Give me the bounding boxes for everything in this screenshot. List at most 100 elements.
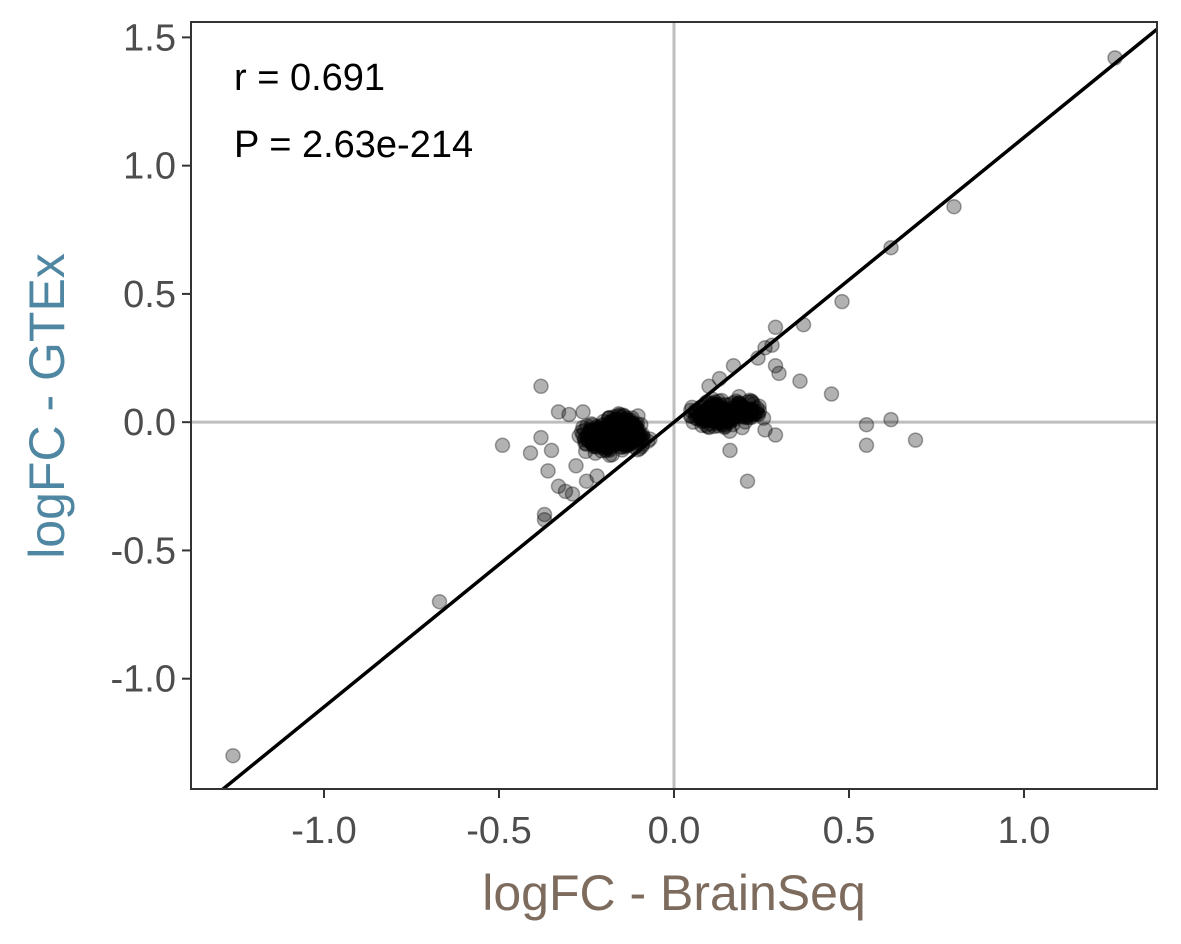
data-point — [615, 437, 632, 454]
data-point — [600, 433, 617, 449]
data-point — [707, 400, 724, 416]
data-point — [613, 427, 629, 444]
data-point — [711, 415, 727, 431]
data-point — [601, 432, 618, 449]
data-point — [585, 431, 602, 448]
data-point — [619, 417, 636, 433]
data-point — [706, 399, 723, 415]
data-point — [610, 422, 627, 439]
data-point — [701, 403, 717, 420]
data-point — [701, 405, 717, 422]
data-point — [749, 404, 765, 420]
data-point — [599, 437, 615, 454]
data-point — [715, 402, 731, 418]
data-point — [703, 396, 719, 413]
data-point — [621, 426, 638, 443]
data-point — [717, 405, 733, 421]
data-point — [585, 429, 601, 446]
data-point — [704, 410, 720, 426]
data-point — [702, 404, 719, 420]
data-point — [704, 406, 721, 422]
y-tick-label: -1.0 — [111, 659, 176, 701]
data-point — [743, 409, 760, 426]
data-point — [713, 392, 730, 409]
data-point — [629, 421, 646, 437]
data-point — [717, 396, 734, 413]
data-point — [605, 431, 621, 447]
data-point — [586, 437, 602, 453]
data-point — [706, 408, 722, 425]
data-point — [614, 419, 631, 436]
data-point — [617, 422, 633, 438]
data-point — [621, 413, 638, 430]
data-point — [614, 439, 631, 455]
data-point — [601, 422, 617, 438]
p-value-annotation: P = 2.63e-214 — [234, 124, 473, 166]
data-point — [625, 425, 641, 441]
data-point — [704, 405, 721, 421]
data-point — [607, 429, 624, 446]
x-axis-title: logFC - BrainSeq — [482, 865, 866, 921]
data-point — [585, 434, 602, 451]
data-point — [591, 436, 607, 452]
data-point — [616, 421, 632, 438]
data-point — [590, 430, 607, 447]
data-point — [710, 409, 726, 425]
data-point — [611, 423, 628, 440]
data-point — [615, 436, 631, 452]
data-point — [613, 417, 629, 433]
x-tick-label: -0.5 — [466, 810, 531, 852]
data-point — [709, 403, 725, 419]
data-point — [624, 421, 640, 438]
data-point — [579, 427, 596, 443]
data-point — [633, 416, 649, 433]
data-point — [713, 415, 730, 431]
data-point — [592, 423, 609, 439]
data-point — [607, 422, 623, 439]
data-point — [711, 411, 727, 428]
data-point — [709, 403, 725, 420]
data-point — [620, 422, 636, 439]
data-point — [715, 403, 731, 420]
data-point — [767, 319, 784, 336]
data-point — [710, 402, 727, 419]
data-point — [721, 396, 738, 413]
data-point — [711, 412, 727, 428]
data-point — [737, 406, 753, 423]
data-point — [697, 399, 713, 415]
data-point — [618, 437, 635, 453]
data-point — [590, 428, 606, 444]
data-point — [734, 398, 750, 415]
data-point — [705, 411, 721, 427]
data-point — [597, 424, 613, 440]
data-point — [711, 407, 727, 423]
data-point — [621, 428, 638, 444]
data-point — [602, 430, 619, 446]
data-point — [589, 439, 605, 456]
data-point — [715, 403, 732, 419]
data-point — [624, 420, 641, 436]
data-point — [587, 428, 603, 445]
data-point — [743, 403, 760, 420]
data-point — [744, 393, 760, 410]
data-point — [596, 423, 613, 439]
data-point — [715, 400, 731, 417]
data-point — [611, 405, 627, 422]
data-point — [726, 404, 743, 421]
data-point — [706, 402, 723, 418]
data-point — [596, 429, 612, 445]
data-point — [592, 425, 608, 441]
data-point — [606, 409, 622, 425]
data-point — [593, 421, 610, 438]
data-point — [743, 393, 760, 410]
data-point — [616, 422, 632, 439]
data-point — [620, 423, 636, 440]
data-point — [625, 423, 641, 440]
data-point — [625, 424, 641, 440]
data-point — [589, 419, 606, 436]
data-point — [617, 428, 634, 445]
data-point — [608, 419, 624, 435]
data-point — [704, 413, 721, 429]
data-point — [617, 425, 634, 441]
data-points — [225, 50, 1123, 764]
